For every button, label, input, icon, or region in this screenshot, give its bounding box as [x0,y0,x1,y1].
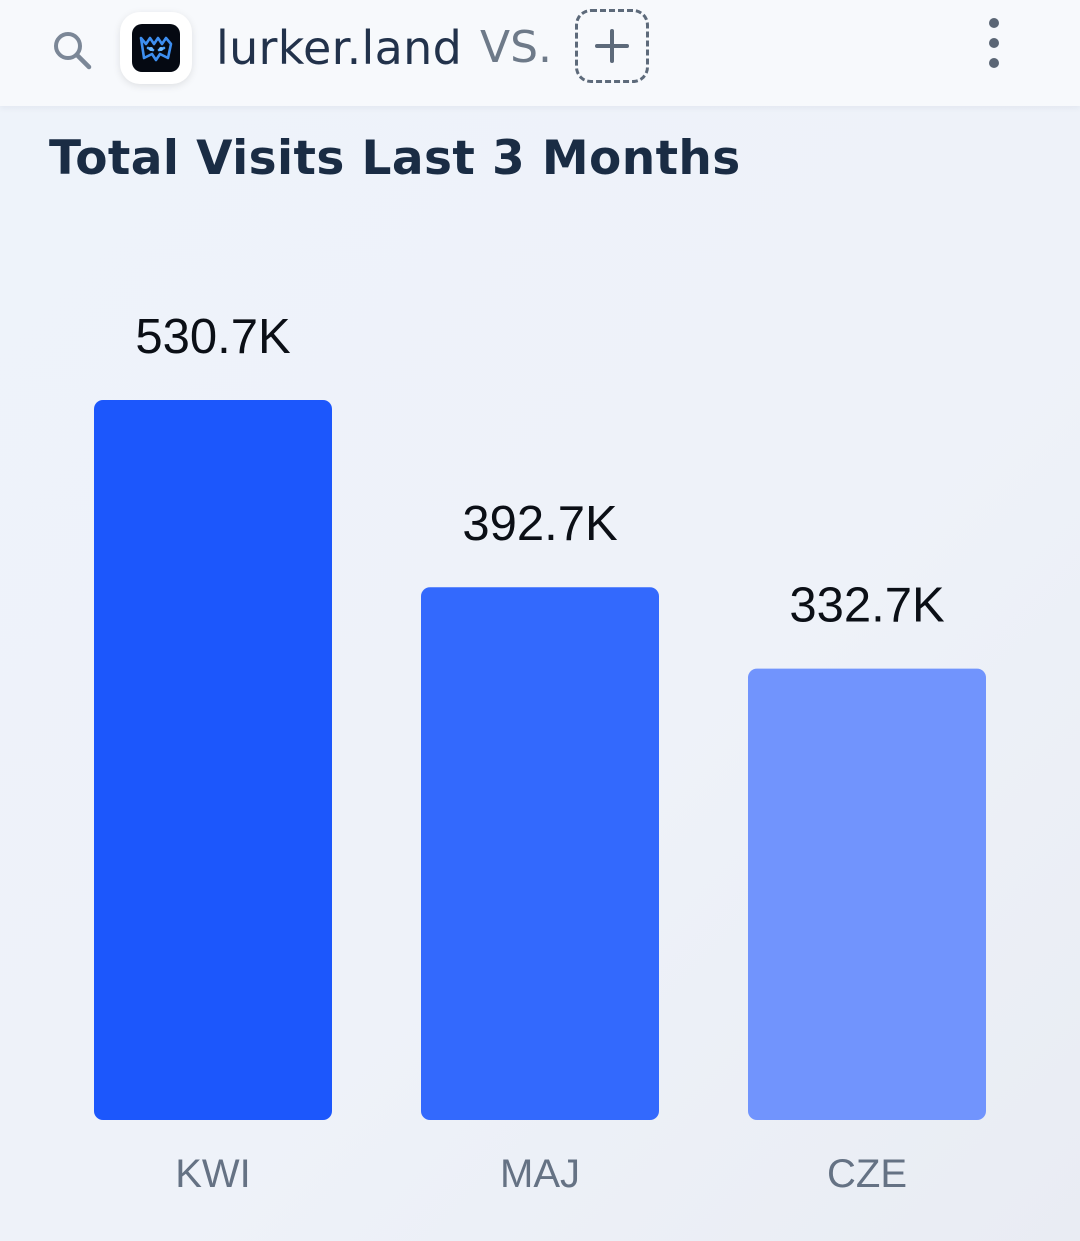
bar-kwi[interactable] [94,400,332,1120]
plus-icon [595,29,629,63]
value-label-maj: 392.7K [462,497,618,551]
site-name[interactable]: lurker.land [216,21,463,75]
value-label-kwi: 530.7K [135,310,291,364]
more-vertical-icon [989,18,999,68]
value-label-cze: 332.7K [789,579,945,633]
more-options-button[interactable] [976,14,1012,74]
vs-label: VS. [480,22,553,73]
lurker-land-logo [132,24,180,72]
category-label-cze: CZE [827,1152,907,1196]
add-comparison-button[interactable] [575,9,649,83]
bar-maj[interactable] [421,587,659,1120]
search-icon[interactable] [50,28,94,72]
category-label-maj: MAJ [500,1152,580,1196]
chart-title: Total Visits Last 3 Months [49,131,741,186]
top-bar: lurker.land VS. [0,0,1080,106]
bar-cze[interactable] [748,668,986,1120]
site-logo-chip[interactable] [120,12,192,84]
category-label-kwi: KWI [175,1152,251,1196]
